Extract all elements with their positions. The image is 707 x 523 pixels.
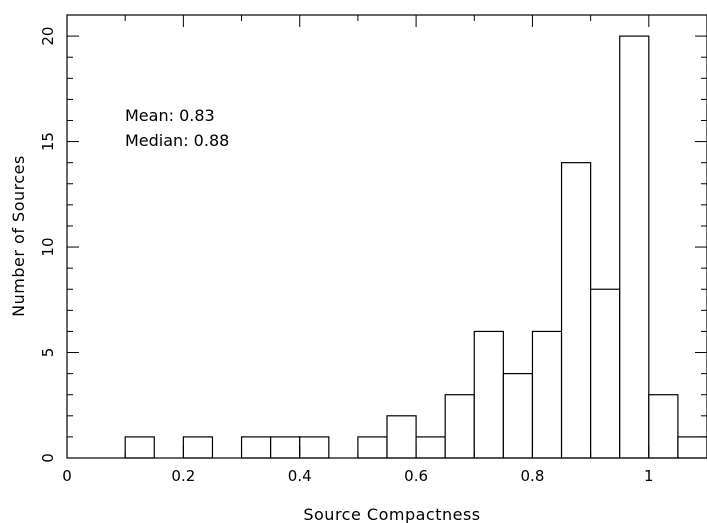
x-axis-label: Source Compactness	[303, 505, 480, 523]
histogram-bar	[415, 436, 446, 459]
histogram-bar	[560, 162, 592, 459]
histogram-bar	[299, 436, 330, 459]
y-tick-label: 20	[39, 27, 57, 46]
histogram-bar	[357, 436, 388, 459]
plot-frame	[66, 14, 707, 459]
bars-group	[124, 35, 707, 459]
mean-annotation: Mean: 0.83	[125, 106, 215, 125]
histogram-bar	[270, 436, 301, 459]
y-tick-label: 10	[39, 238, 57, 257]
y-axis-label: Number of Sources	[9, 155, 28, 317]
histogram-bar	[182, 436, 214, 459]
histogram-bar	[677, 436, 707, 459]
x-tick-label: 0.8	[521, 467, 545, 485]
histogram-bar	[502, 373, 534, 459]
histogram-bar	[240, 436, 272, 459]
histogram-bar	[386, 415, 417, 459]
histogram-bar	[124, 436, 155, 459]
x-tick-label: 0.4	[288, 467, 312, 485]
histogram-bar	[531, 330, 563, 459]
histogram-bar	[619, 35, 650, 459]
histogram-bar	[648, 394, 679, 459]
x-tick-label: 0.2	[171, 467, 195, 485]
x-tick-label: 0	[62, 467, 72, 485]
y-tick-label: 5	[39, 348, 57, 358]
histogram-bar	[590, 288, 621, 459]
histogram-bar	[473, 330, 504, 459]
x-tick-label: 1	[644, 467, 654, 485]
y-tick-label: 0	[39, 453, 57, 463]
histogram-bar	[444, 394, 475, 459]
median-annotation: Median: 0.88	[125, 131, 229, 150]
x-tick-label: 0.6	[404, 467, 428, 485]
y-tick-label: 15	[39, 132, 57, 151]
